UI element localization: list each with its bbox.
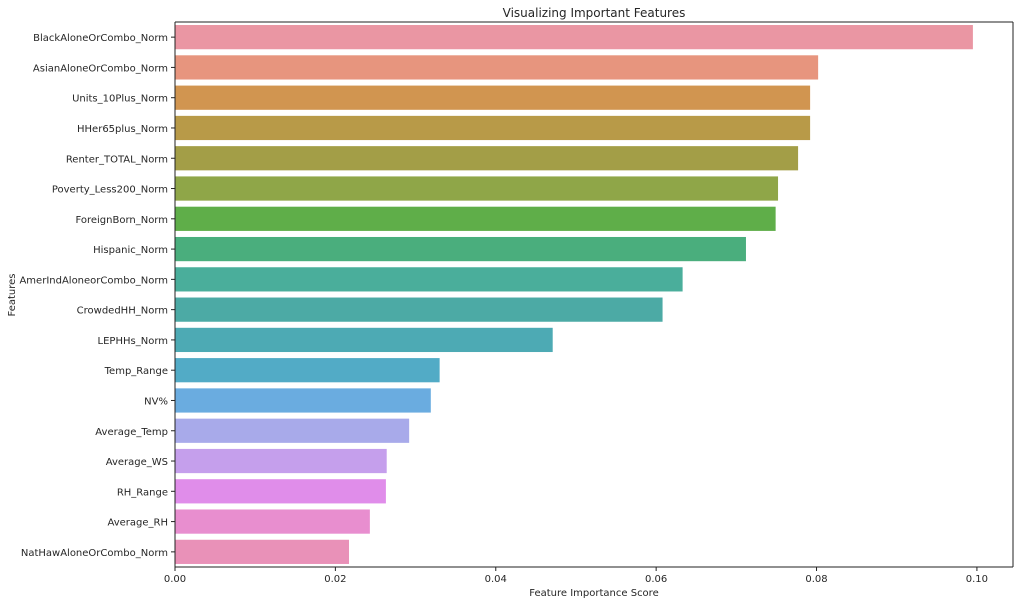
y-tick-label: Poverty_Less200_Norm bbox=[52, 185, 168, 196]
y-tick-label: RH_Range bbox=[117, 487, 168, 498]
bar bbox=[175, 327, 553, 353]
bar bbox=[175, 176, 779, 201]
x-tick-label: 0.06 bbox=[645, 574, 667, 585]
bar bbox=[175, 236, 746, 262]
x-tick-label: 0.02 bbox=[324, 574, 346, 585]
bar bbox=[175, 297, 663, 322]
y-tick-label: HHer65plus_Norm bbox=[77, 124, 168, 135]
bar bbox=[175, 479, 386, 504]
y-tick-label: Temp_Range bbox=[104, 366, 168, 377]
y-tick-label: Average_Temp bbox=[95, 427, 168, 438]
y-tick-label: Units_10Plus_Norm bbox=[72, 94, 168, 105]
bar bbox=[175, 206, 776, 231]
y-tick-label: NatHawAloneOrCombo_Norm bbox=[21, 548, 168, 559]
y-tick-label: Renter_TOTAL_Norm bbox=[66, 154, 168, 165]
y-tick-label: NV% bbox=[144, 396, 168, 407]
y-tick-label: CrowdedHH_Norm bbox=[77, 306, 168, 317]
chart-title: Visualizing Important Features bbox=[503, 6, 686, 20]
x-tick-label: 0.00 bbox=[164, 574, 186, 585]
y-tick-label: Average_RH bbox=[107, 518, 168, 529]
bar bbox=[175, 85, 811, 110]
bar bbox=[175, 115, 811, 141]
bar bbox=[175, 509, 370, 534]
bar bbox=[175, 358, 440, 383]
x-tick-label: 0.04 bbox=[485, 574, 507, 585]
x-tick-label: 0.10 bbox=[966, 574, 988, 585]
x-axis-label: Feature Importance Score bbox=[529, 588, 658, 599]
y-tick-label: ForeignBorn_Norm bbox=[75, 215, 168, 226]
bar bbox=[175, 388, 431, 413]
y-tick-label: AmerIndAloneorCombo_Norm bbox=[19, 275, 168, 286]
y-tick-label: LEPHHs_Norm bbox=[98, 336, 168, 347]
y-axis-label: Features bbox=[7, 274, 18, 317]
y-tick-label: Average_WS bbox=[106, 457, 168, 468]
y-tick-label: AsianAloneOrCombo_Norm bbox=[33, 63, 168, 74]
bar bbox=[175, 267, 683, 292]
bar bbox=[175, 55, 819, 80]
bar bbox=[175, 448, 387, 474]
x-tick-label: 0.08 bbox=[805, 574, 827, 585]
y-tick-label: Hispanic_Norm bbox=[93, 245, 168, 256]
y-tick-label: BlackAloneOrCombo_Norm bbox=[33, 33, 168, 44]
bar bbox=[175, 418, 410, 443]
bar bbox=[175, 25, 973, 50]
bar bbox=[175, 539, 350, 564]
bar bbox=[175, 146, 799, 171]
